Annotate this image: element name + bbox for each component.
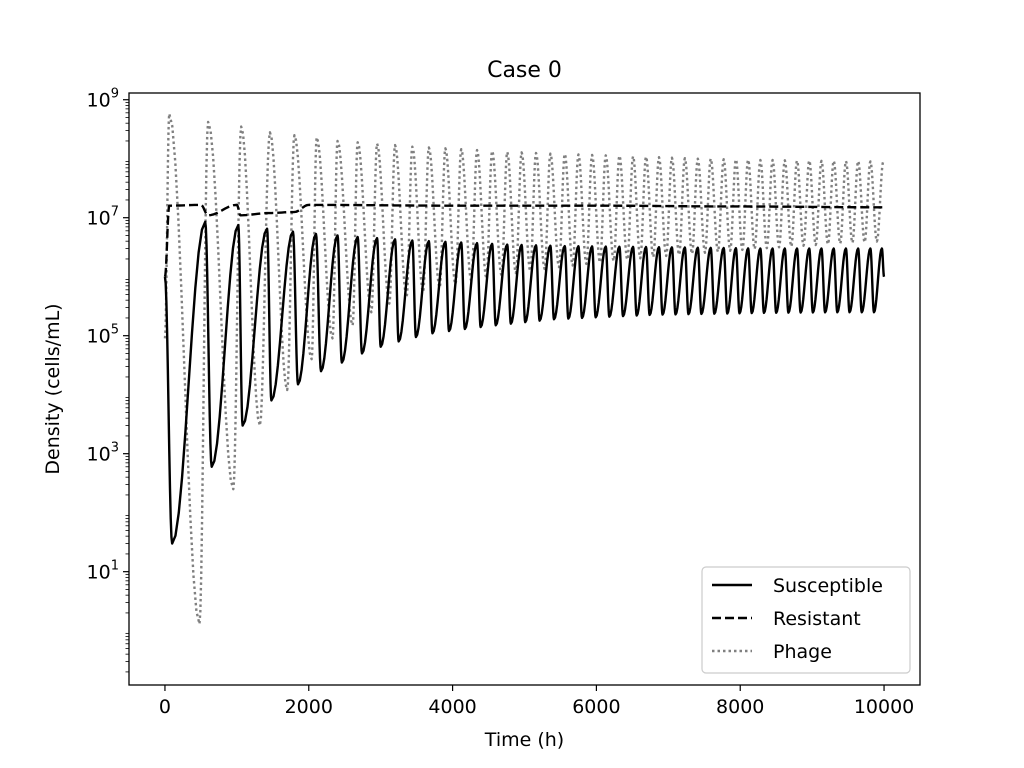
plot-frame xyxy=(128,92,921,686)
y-tick-label: 101 xyxy=(87,559,119,584)
y-tick-label: 109 xyxy=(87,87,119,112)
y-tick-label: 103 xyxy=(87,441,119,466)
x-tick-label: 6000 xyxy=(572,696,620,718)
chart-title: Case 0 xyxy=(487,58,562,83)
series-layer xyxy=(163,112,886,626)
x-tick-label: 10000 xyxy=(854,696,914,718)
y-axis: 101 103 105 107 109 xyxy=(87,87,129,673)
x-tick-label: 0 xyxy=(159,696,171,718)
y-tick-label: 105 xyxy=(87,323,119,348)
series-line-resistant xyxy=(163,203,885,278)
legend-label-resistant: Resistant xyxy=(773,608,861,630)
legend: Susceptible Resistant Phage xyxy=(701,566,911,674)
x-tick-label: 8000 xyxy=(716,696,764,718)
legend-box xyxy=(701,566,911,674)
x-tick-label: 2000 xyxy=(285,696,333,718)
x-axis-label: Time (h) xyxy=(484,729,564,751)
y-axis-label: Density (cells/mL) xyxy=(42,303,64,474)
y-tick-label: 107 xyxy=(87,205,119,230)
legend-label-phage: Phage xyxy=(773,641,832,663)
x-tick-label: 4000 xyxy=(428,696,476,718)
series-line-susceptible xyxy=(163,220,886,545)
legend-label-susceptible: Susceptible xyxy=(773,575,883,597)
x-axis: 0 2000 4000 6000 8000 10000 xyxy=(159,685,914,718)
